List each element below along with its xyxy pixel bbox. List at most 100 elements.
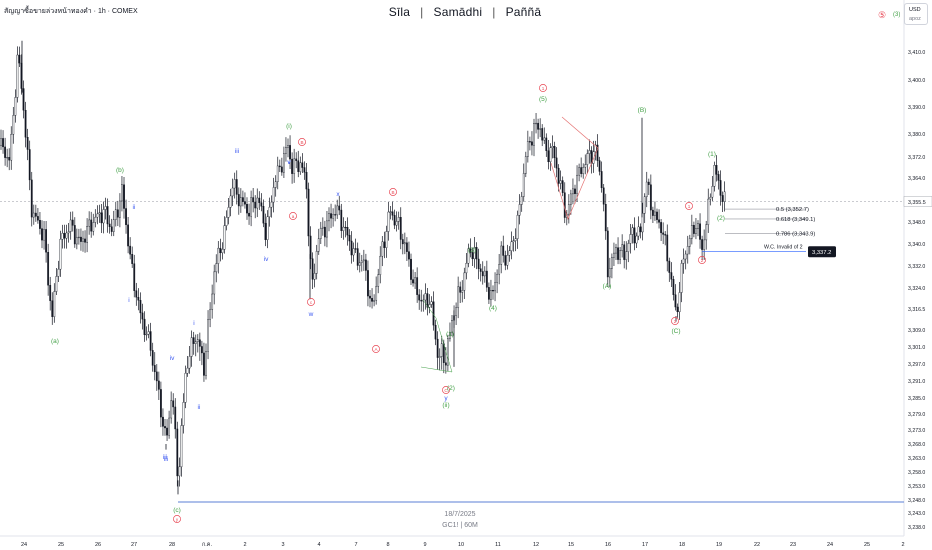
candle-body xyxy=(658,219,660,223)
candle-body xyxy=(508,250,511,256)
candle-body xyxy=(572,188,574,195)
candle-body xyxy=(12,115,15,135)
invalidation-price-tag[interactable] xyxy=(808,246,836,258)
candle-body xyxy=(715,165,718,175)
x-tick-label: 23 xyxy=(790,542,796,548)
candle-body xyxy=(188,356,191,369)
candle-body xyxy=(553,146,556,159)
wave-label-circle xyxy=(307,298,315,306)
candle-body xyxy=(526,141,529,157)
candle-body xyxy=(362,259,365,262)
x-tick-label: 12 xyxy=(533,542,539,548)
wave-label: 2 xyxy=(701,258,704,263)
y-tick-label: 3,263.0 xyxy=(908,456,925,462)
wave-label: (1) xyxy=(446,331,454,338)
candle-body xyxy=(307,188,310,237)
candle-body xyxy=(262,206,265,224)
candle-body xyxy=(401,239,404,245)
candle-body xyxy=(159,389,162,418)
candle-body xyxy=(641,213,644,233)
x-tick-label: 11 xyxy=(495,542,501,548)
candle-body xyxy=(102,209,105,224)
candle-body xyxy=(701,239,704,250)
candle-body xyxy=(668,260,671,273)
candle-body xyxy=(49,285,52,301)
candle-body xyxy=(258,197,261,203)
candle-body xyxy=(186,367,189,374)
candle-body xyxy=(223,225,226,250)
candle-body xyxy=(104,206,107,210)
candle-body xyxy=(516,214,519,239)
candle-body xyxy=(123,184,125,209)
candle-body xyxy=(711,186,714,198)
candle-body xyxy=(30,179,33,218)
wave-label-circle xyxy=(298,138,306,146)
candle-body xyxy=(270,201,273,208)
x-tick-label: 17 xyxy=(642,542,648,548)
candle-body xyxy=(10,134,13,161)
wave-label: i xyxy=(193,320,194,327)
candle-body xyxy=(535,122,537,125)
x-tick-label: 15 xyxy=(568,542,574,548)
x-tick-label: 4 xyxy=(317,542,320,548)
candle-body xyxy=(463,272,466,291)
candle-body xyxy=(334,214,337,216)
candle-body xyxy=(47,252,50,286)
candle-body xyxy=(61,232,64,240)
watermark-panna: Paññā xyxy=(505,5,542,19)
candle-body xyxy=(164,426,166,429)
candle-body xyxy=(170,400,173,419)
candle-body xyxy=(143,318,146,335)
candle-body xyxy=(465,262,468,274)
candle-body xyxy=(276,165,279,182)
candle-body xyxy=(280,166,283,173)
candle-body xyxy=(531,141,533,146)
candle-body xyxy=(225,217,228,226)
candle-body xyxy=(379,255,382,275)
candle-body xyxy=(461,290,464,293)
wave-label: B xyxy=(391,190,394,195)
candle-body xyxy=(479,268,482,272)
candle-body xyxy=(524,156,527,174)
candle-body xyxy=(713,165,716,187)
y-tick-label: 3,285.0 xyxy=(908,396,925,402)
candle-body xyxy=(406,242,408,252)
candle-body xyxy=(118,200,121,218)
wave-label: iii xyxy=(164,456,168,463)
candle-body xyxy=(272,187,275,203)
candle-body xyxy=(570,193,572,205)
wave-label: (i) xyxy=(286,123,292,130)
candle-body xyxy=(137,297,140,301)
candle-body xyxy=(424,293,427,301)
candle-body xyxy=(660,222,663,234)
candle-body xyxy=(481,271,484,277)
candle-body xyxy=(41,228,43,241)
candle-body xyxy=(211,293,214,310)
candle-body xyxy=(59,238,62,270)
x-tick-label: 25 xyxy=(864,542,870,548)
wave-label: (ii) xyxy=(442,402,449,409)
currency-sub-label: apoz xyxy=(909,16,921,22)
candle-body xyxy=(621,244,624,251)
candle-body xyxy=(127,224,130,247)
candle-body xyxy=(629,234,632,244)
currency-selector[interactable]: USD apoz xyxy=(904,3,928,25)
candle-body xyxy=(114,209,117,220)
candle-body xyxy=(291,158,293,174)
candle-body xyxy=(254,201,257,209)
y-tick-label: 3,253.0 xyxy=(908,484,925,490)
candle-body xyxy=(192,337,195,344)
candle-body xyxy=(301,162,304,168)
candle-body xyxy=(108,223,111,228)
candle-body xyxy=(475,247,478,260)
wave-label-circle xyxy=(372,345,380,353)
wave-label: (2) xyxy=(447,385,455,392)
current-price-tag xyxy=(903,196,932,207)
candle-body xyxy=(34,212,37,217)
candle-body xyxy=(428,304,431,308)
symbol-title[interactable]: สัญญาซื้อขายล่วงหน้าทองคำ · 1h · COMEX xyxy=(4,8,138,15)
wave-label: 1 xyxy=(542,86,545,91)
candle-body xyxy=(633,227,636,244)
x-tick-label: 22 xyxy=(754,542,760,548)
